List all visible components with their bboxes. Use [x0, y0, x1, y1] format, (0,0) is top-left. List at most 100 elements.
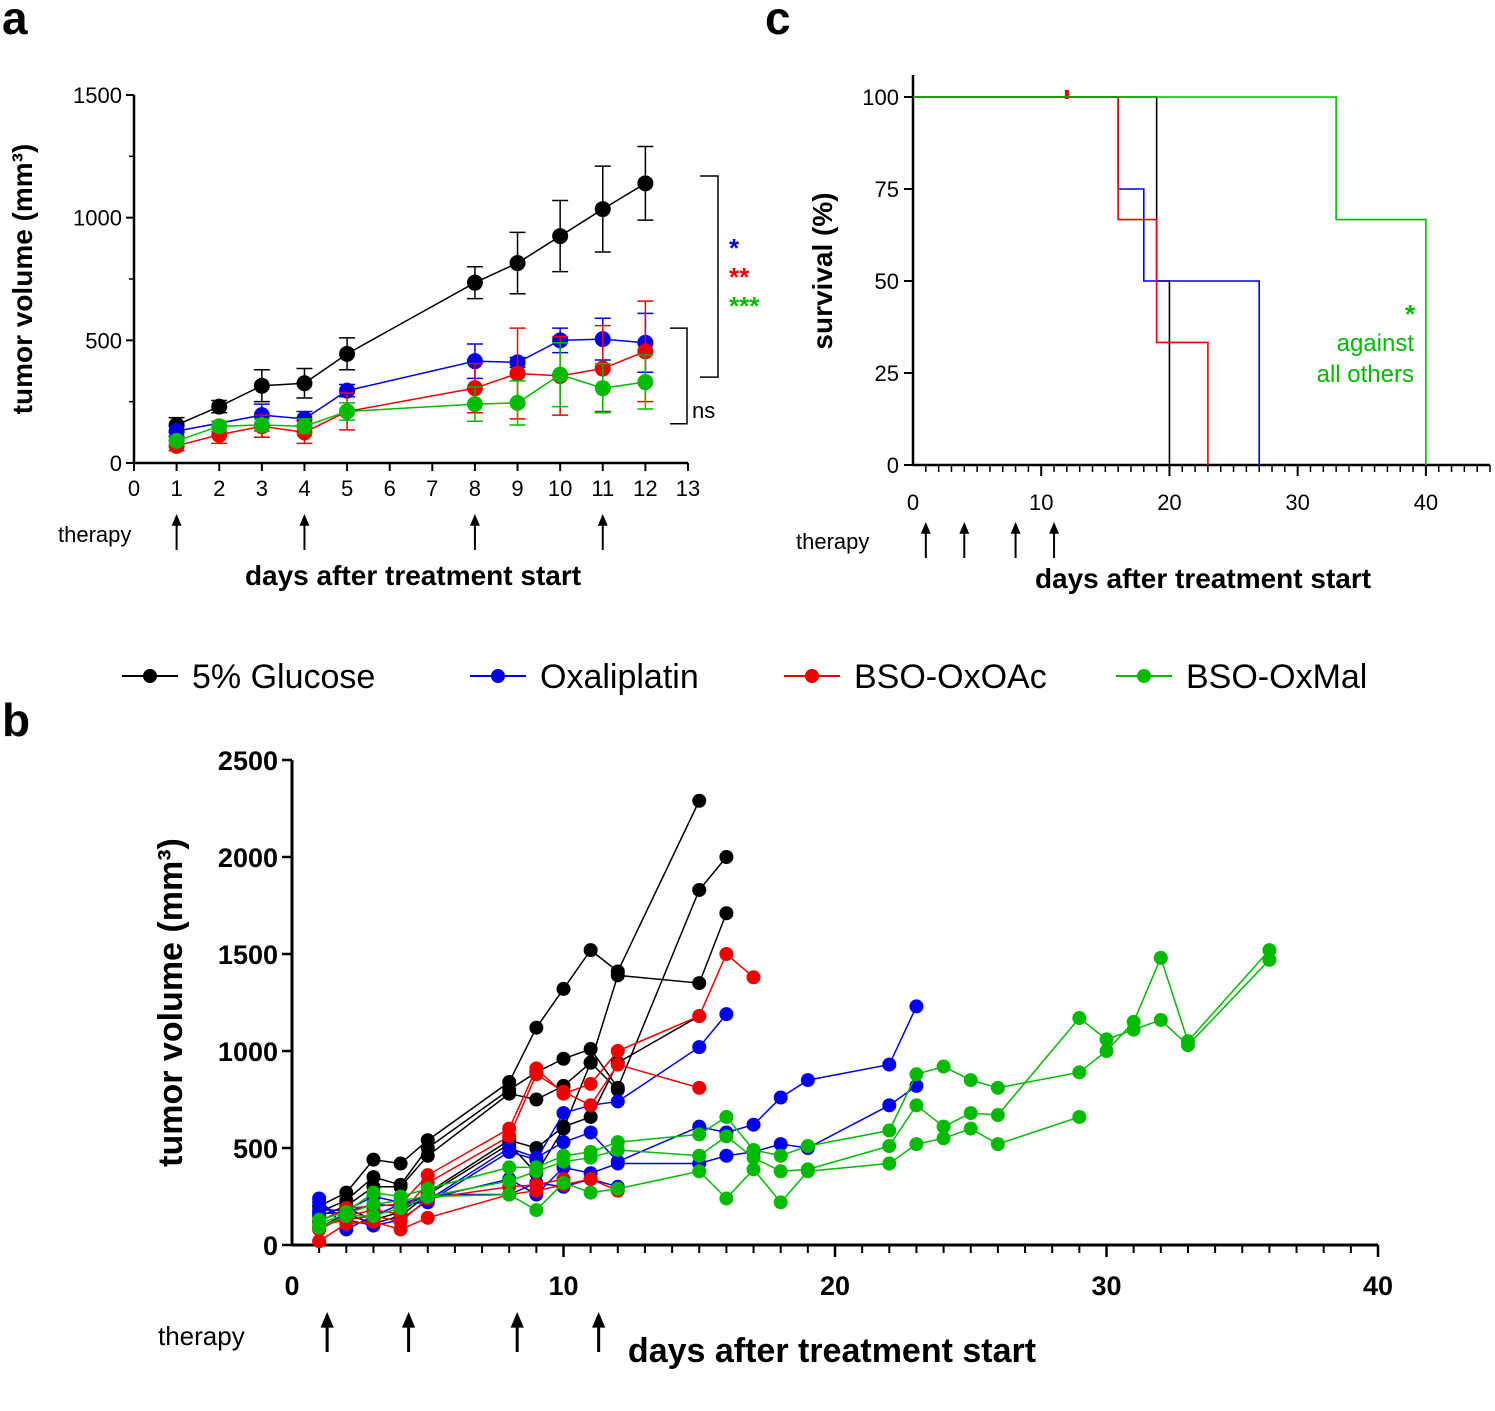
panel-b-series-5-point — [719, 1007, 734, 1022]
panel-a-series-0-point — [296, 375, 313, 392]
panel-b-series-0-point — [393, 1156, 408, 1171]
panel-b-series-2-point — [529, 1092, 544, 1107]
panel-c-y-tick-label: 50 — [875, 269, 899, 294]
panel-c-therapy-arrow-head — [1049, 522, 1059, 534]
panel-b-series-13-point — [963, 1073, 978, 1088]
panel-a-series-1-point — [339, 382, 356, 399]
panel-b-y-tick-label: 0 — [263, 1231, 278, 1261]
panel-a-bracket-main — [700, 175, 719, 378]
panel-a-sig-bso-oxmal: *** — [729, 291, 760, 321]
panel-b-series-0-point — [529, 1020, 544, 1035]
panel-b-y-tick-label: 1000 — [218, 1037, 278, 1067]
legend-label-2: BSO-OxOAc — [854, 658, 1047, 696]
panel-a-series-0-point — [552, 228, 569, 245]
panel-a-x-tick-label: 2 — [213, 476, 225, 501]
panel-b-series-10-point — [556, 1084, 571, 1099]
panel-a-series-0-point — [339, 345, 356, 362]
panel-b-series-9-point — [719, 947, 734, 961]
panel-a-y-axis-title: tumor volume (mm³) — [7, 144, 38, 415]
panel-a-series-1-line — [176, 338, 646, 432]
panel-b-series-14-point — [963, 1106, 978, 1121]
panel-b-series-13-point — [800, 1139, 815, 1154]
panel-a-series-3-point — [509, 394, 526, 411]
panel-b-series-14-point — [936, 1119, 951, 1134]
panel-b-series-6-point — [556, 1135, 571, 1150]
panel-b-series-9-point — [746, 970, 761, 985]
panel-b-series-13-point — [502, 1160, 517, 1175]
panel-b-series-2-point — [420, 1148, 435, 1163]
panel-b-series-6-point — [882, 1057, 897, 1072]
panel-a-x-tick-label: 0 — [128, 476, 140, 501]
panel-b-series-15-point — [990, 1137, 1005, 1152]
panel-a-x-tick-label: 8 — [469, 476, 481, 501]
panel-c-y-tick-label: 25 — [875, 361, 899, 386]
panel-b-series-12-point — [312, 1234, 327, 1249]
panel-c-x-tick-label: 10 — [1029, 490, 1053, 515]
panel-a-series-0-point — [594, 201, 611, 218]
panel-a-y-tick-label: 0 — [110, 451, 122, 476]
panel-b-series-1-point — [556, 1051, 571, 1066]
panel-b-series-13-point — [990, 1080, 1005, 1095]
panel-b-series-4-point — [583, 1055, 598, 1070]
panel-a-y-tick-label: 500 — [85, 328, 122, 353]
panel-b-series-14-point — [692, 1148, 707, 1163]
panel-a-series-3-point — [594, 380, 611, 397]
panel-a-series-3-line — [176, 373, 646, 442]
panel-a-y-tick-label: 1000 — [73, 206, 122, 231]
legend-label-0: 5% Glucose — [192, 658, 375, 696]
panel-b-series-13-line — [318, 949, 1270, 1221]
panel-a-y-tick-label: 1500 — [73, 83, 122, 108]
panel-b-y-tick-label: 2000 — [218, 843, 278, 873]
panel-b-series-14-point — [746, 1150, 761, 1165]
panel-b-series-15-point — [339, 1208, 354, 1223]
panel-b-series-9-point — [583, 1076, 598, 1091]
panel-b-series-14-point — [1180, 1038, 1195, 1053]
panel-b-series-2-point — [393, 1179, 408, 1194]
panel-b-series-14-point — [1262, 952, 1277, 967]
panel-b-series-14-point — [1126, 1022, 1141, 1037]
panel-c-therapy-arrow-head — [920, 522, 931, 534]
panel-b-series-0-point — [366, 1152, 381, 1167]
panel-b-series-7-point — [610, 1156, 625, 1171]
panel-b-x-tick-label: 10 — [548, 1271, 578, 1301]
panel-c-x-tick-label: 40 — [1414, 490, 1438, 515]
panel-a-series-3-point — [466, 396, 483, 413]
panel-a-sig-bso-oxoac: ** — [729, 262, 750, 292]
panel-b-y-tick-label: 1500 — [218, 940, 278, 970]
panel-b-series-12-point — [529, 1183, 544, 1198]
panel-b-therapy-label: therapy — [158, 1321, 245, 1351]
panel-a-series-2-line — [176, 350, 646, 447]
panel-b-series-12-line — [318, 1178, 619, 1242]
panel-b-x-tick-label: 0 — [284, 1271, 299, 1301]
panel-b-series-13-point — [936, 1059, 951, 1074]
panel-b-series-6-point — [909, 999, 924, 1014]
panel-c-x-tick-label: 20 — [1157, 490, 1181, 515]
panel-b-series-6-point — [583, 1125, 598, 1140]
panel-b-series-6-point — [800, 1073, 815, 1088]
panel-b-series-1-point — [366, 1170, 381, 1185]
panel-a-series-3-point — [339, 403, 356, 420]
panel-b-series-0-point — [583, 943, 598, 958]
panel-a-x-tick-label: 12 — [633, 476, 657, 501]
panel-b-y-axis-title: tumor volume (mm³) — [152, 838, 190, 1167]
panel-b-series-2-point — [610, 968, 625, 983]
panel-b-series-14-point — [366, 1197, 381, 1212]
panel-a-bracket-ns — [670, 327, 688, 425]
panel-b-series-15-point — [909, 1137, 924, 1152]
panel-a-series-0-line — [176, 182, 646, 426]
panel-b-series-13-point — [719, 1109, 734, 1124]
panel-a-series-0-point — [637, 175, 654, 192]
panel-b-series-8-line — [319, 1178, 619, 1215]
panel-b-series-14-line — [318, 959, 1270, 1225]
panel-b-series-13-point — [882, 1123, 897, 1138]
panel-a-series-3-point — [211, 418, 228, 435]
panel-c-annotation-line1: against — [1337, 330, 1415, 357]
panel-b-series-15-point — [800, 1164, 815, 1179]
panel-b-series-15-point — [420, 1189, 435, 1204]
panel-b-series-6-point — [746, 1117, 761, 1132]
panel-b-series-3-point — [583, 1109, 598, 1124]
panel-c-y-tick-label: 75 — [875, 177, 899, 202]
panel-c-y-tick-label: 100 — [862, 85, 899, 110]
panel-a-x-tick-label: 5 — [341, 476, 353, 501]
panel-b-series-10-point — [583, 1098, 598, 1113]
